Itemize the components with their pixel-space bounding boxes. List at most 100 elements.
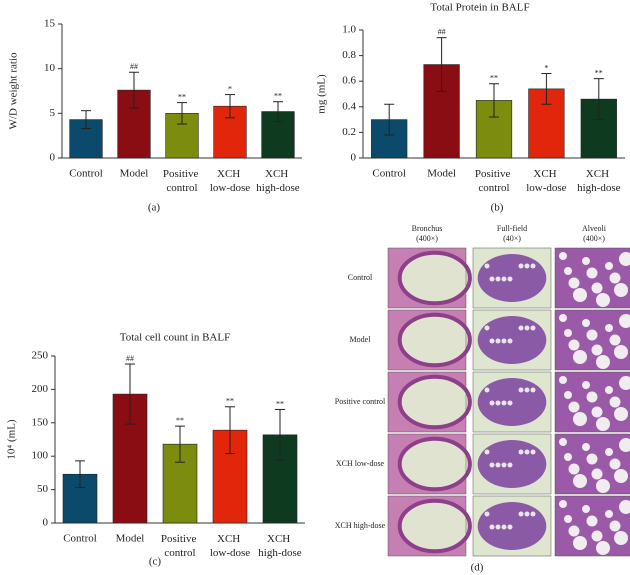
frame [472,309,552,371]
alveolus [609,396,621,408]
alveolus [591,530,603,542]
airway [495,400,501,406]
airway [484,449,490,455]
airway [489,524,495,530]
micrograph [472,371,552,433]
error-bar [75,460,85,489]
alveolus [614,531,628,545]
alveolus [559,314,567,322]
alveolus [564,453,572,461]
frame [387,495,467,557]
alveolus [614,283,628,297]
airway [489,400,495,406]
frame [387,309,467,371]
airway [489,338,495,344]
alveolus [582,443,590,451]
frame [554,309,630,371]
error-bar [489,83,499,118]
alveolus [614,469,628,483]
significance-label: * [228,84,232,93]
lumen [397,498,472,554]
airway [495,524,501,530]
frame [472,247,552,309]
significance-label: ## [126,354,134,363]
airway [495,462,501,468]
alveolus [605,262,613,270]
alveolus [568,525,580,537]
x-tick-label: XCH low-dose [210,533,250,559]
alveolus [619,314,630,328]
y-tick-label: 15 [44,18,56,30]
error-bar [177,102,187,125]
airway [518,263,524,269]
x-tick-label: Control [372,168,406,180]
x-tick-label: Control [69,168,103,180]
y-tick-label: 150 [32,416,49,428]
alveolus [614,407,628,421]
error-bar [593,78,604,121]
column-magnification: (40×) [503,234,521,243]
x-tick-label: XCH high-dose [258,533,302,559]
frame [554,247,630,309]
chart-title: Total cell count in BALF [120,332,230,344]
airway [530,449,536,455]
row-label: Positive control [335,397,386,406]
alveolus [559,252,567,260]
error-bar [129,71,139,109]
alveolus [605,510,613,518]
frame [472,433,552,495]
alveolus [568,401,580,413]
alveolus [619,500,630,514]
error-bar [384,103,395,136]
alveolus [596,541,610,555]
y-tick-label: 10 [44,62,56,74]
micrograph [554,495,630,557]
micrograph [387,247,472,309]
frame [554,495,630,557]
y-axis-label: W/D weight ratio [8,52,20,129]
airway [501,276,507,282]
alveolus [596,293,610,307]
y-tick-label: 0 [43,517,49,529]
x-tick-label: XCH low-dose [526,168,566,194]
panel-label: (d) [471,562,484,574]
significance-label: ** [595,68,603,77]
y-tick-label: 0.6 [342,75,356,87]
x-tick-label: XCH high-dose [256,168,300,194]
chart-title: Total Protein in BALF [430,2,529,14]
alveolus [582,257,590,265]
significance-label: ** [176,416,184,425]
micrograph [554,371,630,433]
y-tick-label: 250 [32,350,49,362]
y-tick-label: 1.0 [342,24,356,36]
y-tick-label: 0.2 [342,126,356,138]
frame [387,433,467,495]
airway [518,511,524,517]
row-label: Control [348,273,373,282]
airway [524,325,530,331]
panel-label: (a) [148,202,161,214]
y-tick-label: 0 [50,152,56,164]
alveolus [605,324,613,332]
airway [484,511,490,517]
micrograph [472,433,552,495]
airway [518,387,524,393]
alveolus [582,505,590,513]
alveolus [559,500,567,508]
alveolus [559,438,567,446]
alveolus [591,282,603,294]
alveolus [564,329,572,337]
row-label: Model [350,335,372,344]
y-tick-label: 0 [351,152,357,164]
significance-label: ** [490,74,498,83]
frame [387,247,467,309]
significance-label: ** [276,399,284,408]
alveolus [605,386,613,394]
significance-label: * [544,63,548,72]
airway [530,387,536,393]
micrograph [387,495,472,557]
airway [495,338,501,344]
airway [484,387,490,393]
micrograph [554,309,630,371]
